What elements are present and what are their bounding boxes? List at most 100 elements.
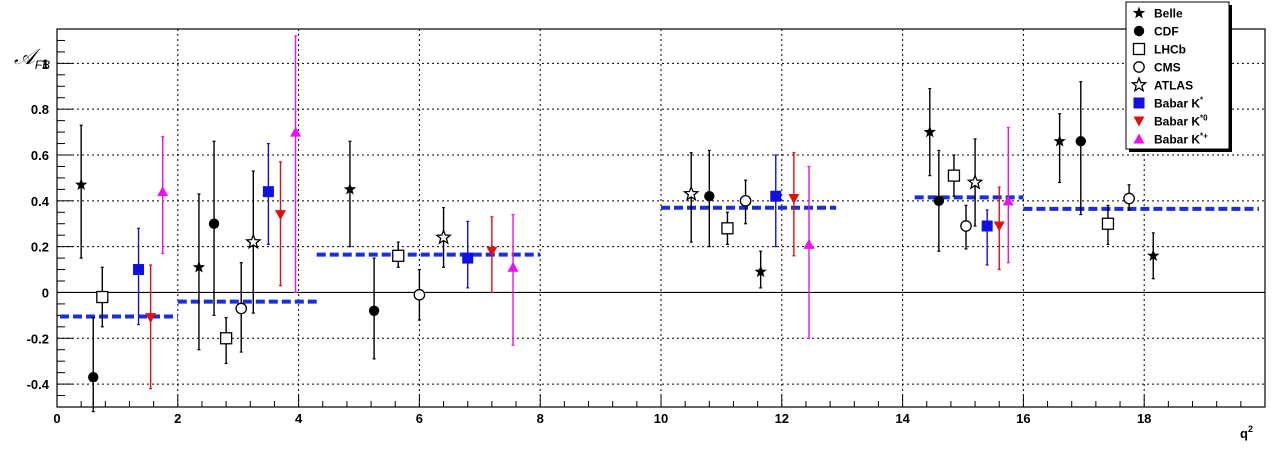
y-tick-label: 1: [42, 56, 49, 71]
marker-triangle-down: [486, 246, 498, 257]
y-tick-label: 0.4: [31, 194, 50, 209]
legend-shadow: [1229, 5, 1232, 152]
x-tick-label: 14: [895, 411, 910, 426]
marker-open-circle: [1123, 192, 1135, 205]
legend-label-sup: *: [1200, 96, 1204, 105]
legend-label-sup: *0: [1200, 114, 1208, 123]
marker-star: [343, 182, 357, 195]
marker-circle: [1075, 136, 1086, 147]
marker-triangle-up: [157, 186, 169, 197]
marker-square: [981, 220, 993, 232]
series-babar-k-: [133, 142, 993, 326]
marker-star: [1147, 249, 1160, 262]
marker-triangle-down: [1133, 116, 1145, 127]
y-axis-title-sub: FB: [35, 58, 50, 72]
series-babar-k-0: [145, 152, 1005, 390]
y-tick-label: -0.2: [27, 331, 49, 346]
marker-circle: [1133, 25, 1145, 37]
x-tick-label: 0: [53, 411, 60, 426]
marker-triangle-down: [145, 313, 157, 324]
x-tick-label: 10: [654, 411, 668, 426]
marker-star: [754, 265, 767, 278]
legend-label: Babar K*+: [1154, 132, 1208, 147]
marker-open-square: [96, 290, 109, 304]
marker-circle: [368, 305, 380, 316]
marker-open-square: [721, 222, 734, 235]
marker-star: [1132, 6, 1146, 19]
legend-label-main: Belle: [1154, 7, 1183, 21]
series-belle: [74, 87, 1160, 351]
x-axis-title-sup: 2: [1248, 424, 1253, 434]
marker-open-star: [435, 228, 452, 245]
marker-open-star: [1130, 76, 1148, 93]
marker-star: [923, 125, 936, 138]
x-tick-label: 16: [1016, 411, 1030, 426]
legend-label: LHCb: [1154, 43, 1186, 57]
axes: 0 2 4 6 8 10 12 14 16 18 -0.4 -0.2 0 0.2 0.4 0.6 0.8 1: [27, 28, 1266, 426]
x-tick-label: 2: [174, 411, 181, 426]
marker-triangle-up: [803, 238, 815, 249]
x-tick-label: 6: [416, 411, 423, 426]
marker-square: [262, 186, 274, 198]
marker-open-circle: [235, 302, 248, 315]
marker-triangle-up: [507, 261, 519, 272]
x-tick-label: 8: [537, 411, 544, 426]
marker-star: [192, 260, 206, 273]
marker-open-circle: [739, 194, 752, 207]
marker-open-circle: [960, 220, 972, 232]
legend-label-main: Babar K: [1154, 133, 1200, 147]
series-cdf: [88, 81, 1086, 413]
marker-circle: [933, 195, 945, 207]
legend-label-main: LHCb: [1154, 43, 1186, 57]
legend-label-main: Babar K: [1154, 97, 1200, 111]
series-babar-k-: [157, 35, 1014, 346]
marker-star: [74, 178, 88, 191]
marker-open-square: [219, 332, 233, 345]
y-tick-label: 0.8: [31, 102, 49, 117]
legend-label-main: CMS: [1154, 61, 1181, 75]
x-tick-label: 12: [775, 411, 789, 426]
legend-label-main: CDF: [1154, 25, 1179, 39]
marker-open-star: [244, 233, 262, 250]
marker-square: [1133, 97, 1145, 109]
legend-label: Belle: [1154, 7, 1183, 21]
y-tick-label: -0.4: [27, 377, 50, 392]
marker-triangle-down: [993, 221, 1005, 232]
grid: [57, 29, 1265, 407]
marker-open-square: [1101, 217, 1115, 230]
x-tick-label: 4: [295, 411, 303, 426]
data-series: [74, 35, 1160, 413]
marker-triangle-down: [274, 210, 286, 221]
legend-label-main: ATLAS: [1154, 79, 1193, 93]
legend-label: Babar K*: [1154, 96, 1204, 111]
marker-open-circle: [413, 288, 426, 301]
x-tick-label: 18: [1137, 411, 1151, 426]
y-tick-label: 0.6: [31, 148, 49, 163]
marker-triangle-up: [290, 126, 302, 137]
y-tick-label: 0: [42, 285, 49, 300]
prediction-segments: [60, 195, 1259, 319]
legend-label: ATLAS: [1154, 79, 1193, 93]
legend-label-sup: *+: [1200, 132, 1208, 141]
marker-triangle-down: [788, 194, 800, 205]
marker-circle: [704, 191, 715, 202]
marker-square: [133, 264, 145, 276]
marker-circle: [208, 218, 220, 229]
marker-circle: [88, 372, 99, 383]
series-atlas: [244, 138, 984, 314]
marker-triangle-up: [1002, 195, 1014, 206]
legend-label: Babar K*0: [1154, 114, 1208, 129]
legend-label: CMS: [1154, 61, 1181, 75]
marker-open-star: [682, 185, 700, 202]
x-axis-title-main: q: [1240, 426, 1248, 441]
series-cms: [235, 179, 1135, 353]
legend-label: CDF: [1154, 25, 1179, 39]
legend-shadow: [1129, 149, 1232, 152]
marker-square: [462, 252, 474, 264]
series-lhcb: [96, 154, 1115, 365]
marker-open-square: [1132, 42, 1146, 56]
marker-square: [770, 190, 782, 202]
